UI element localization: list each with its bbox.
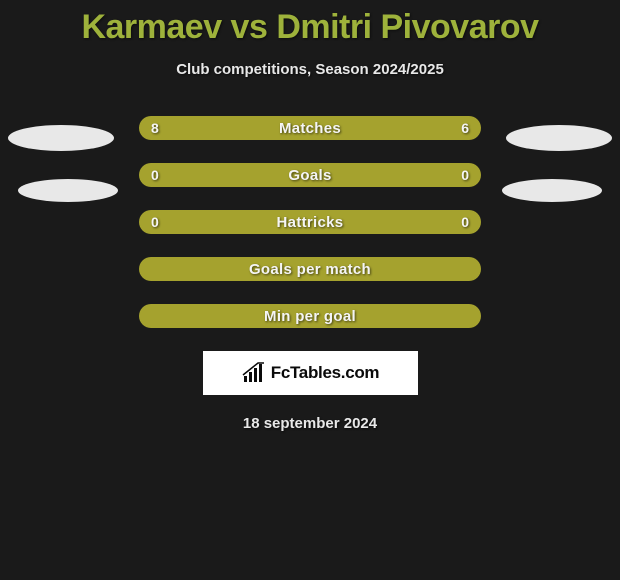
stat-row: Goals per match: [0, 257, 620, 281]
stat-row: 0 Hattricks 0: [0, 210, 620, 234]
stat-value-left: 0: [151, 214, 159, 230]
stat-label: Goals per match: [249, 261, 371, 278]
stat-value-left: 8: [151, 120, 159, 136]
stat-label: Hattricks: [277, 214, 344, 231]
site-logo[interactable]: FcTables.com: [203, 351, 418, 395]
chart-icon: [241, 362, 267, 384]
stat-label: Goals: [288, 167, 331, 184]
subtitle: Club competitions, Season 2024/2025: [0, 61, 620, 78]
stat-bar: Min per goal: [139, 304, 481, 328]
stat-row: Min per goal: [0, 304, 620, 328]
stat-value-right: 0: [461, 214, 469, 230]
stat-label: Matches: [279, 120, 341, 137]
stats-area: 8 Matches 6 0 Goals 0 0 Hattricks 0 Goal…: [0, 116, 620, 328]
stat-bar: Goals per match: [139, 257, 481, 281]
stat-bar: 0 Hattricks 0: [139, 210, 481, 234]
page-title: Karmaev vs Dmitri Pivovarov: [0, 0, 620, 47]
stat-row: 8 Matches 6: [0, 116, 620, 140]
stat-label: Min per goal: [264, 308, 356, 325]
stat-row: 0 Goals 0: [0, 163, 620, 187]
logo-text: FcTables.com: [271, 363, 380, 383]
stat-bar: 0 Goals 0: [139, 163, 481, 187]
stat-bar: 8 Matches 6: [139, 116, 481, 140]
stat-value-right: 0: [461, 167, 469, 183]
stat-value-right: 6: [461, 120, 469, 136]
stat-value-left: 0: [151, 167, 159, 183]
date-text: 18 september 2024: [0, 415, 620, 432]
